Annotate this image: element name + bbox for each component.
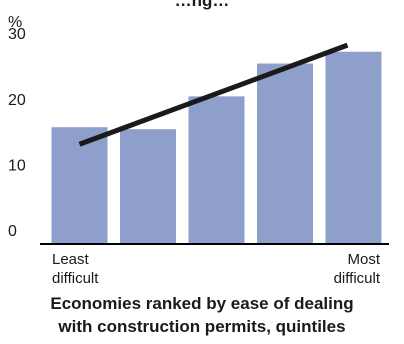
x-tick-label-1-line-1: Least: [52, 251, 90, 268]
y-unit-label: %: [8, 14, 22, 31]
x-tick-label-5-line-1: Most: [347, 251, 380, 268]
x-tick-label-1-line-2: difficult: [52, 270, 99, 287]
bar-3: [188, 96, 245, 244]
y-tick-label-10: 10: [8, 157, 26, 174]
y-axis-ticks: 0 10 20 30: [8, 26, 26, 240]
bar-4: [257, 63, 313, 244]
y-tick-label-30: 30: [8, 26, 26, 43]
bar-2: [120, 129, 176, 244]
x-axis-title-line-2: with construction permits, quintiles: [57, 317, 345, 336]
chart-title: …ng…: [175, 0, 230, 10]
trend-line-group: [78, 42, 349, 147]
trend-line: [78, 42, 349, 147]
bars-group: [51, 51, 382, 244]
bar-5: [325, 51, 382, 244]
y-tick-label-0: 0: [8, 223, 17, 240]
x-axis-tick-labels: Least difficult Most difficult: [52, 251, 381, 287]
x-tick-label-5-line-2: difficult: [334, 270, 381, 287]
x-axis-title-line-1: Economies ranked by ease of dealing: [50, 294, 353, 313]
bar-1: [51, 127, 108, 244]
y-tick-label-20: 20: [8, 92, 26, 109]
